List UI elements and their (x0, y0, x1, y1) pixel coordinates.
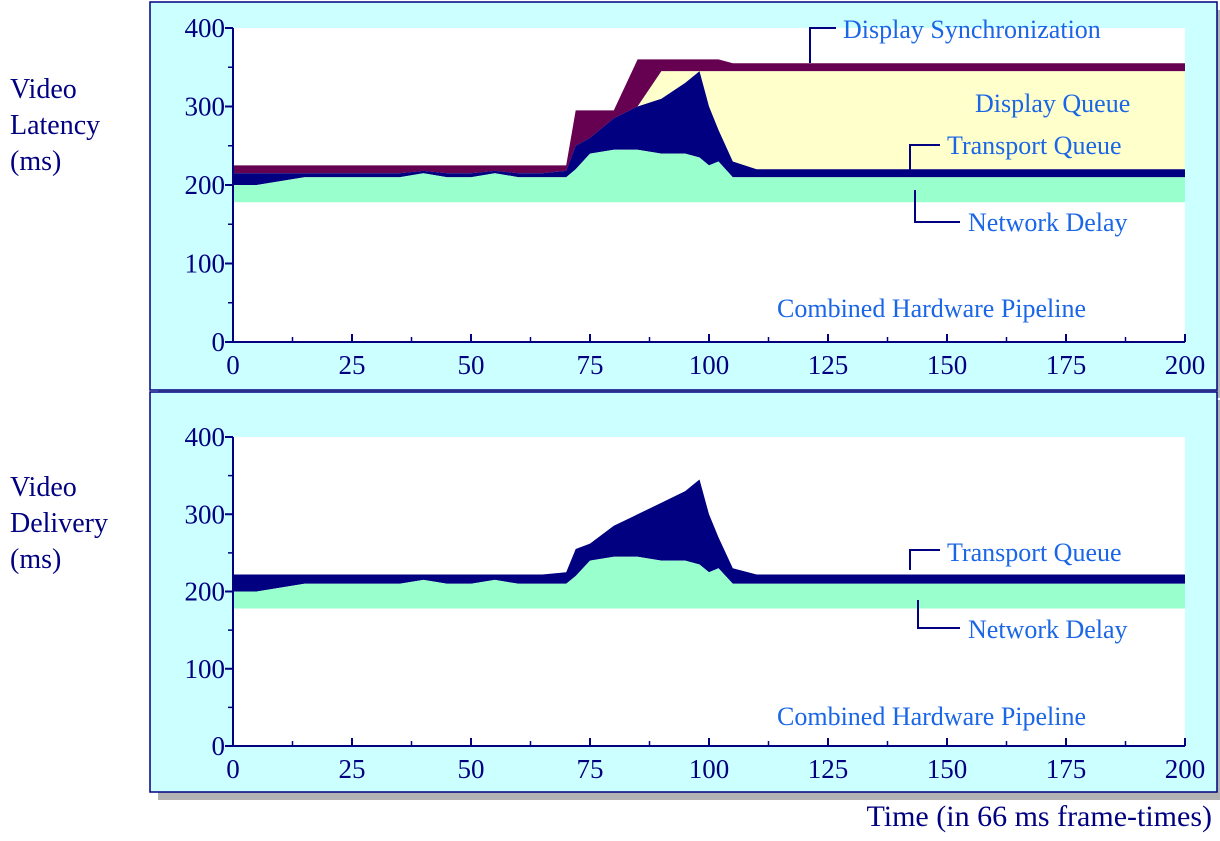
x-axis-caption: Time (in 66 ms frame-times) (866, 800, 1212, 833)
chart2-y-tick-label: 200 (185, 577, 226, 607)
chart1-annotation-combined-hardware-pipeline: Combined Hardware Pipeline (777, 294, 1086, 323)
chart2-x-tick-label: 175 (1046, 754, 1087, 784)
chart2-ylabel-line: Delivery (10, 508, 108, 539)
chart1-ylabel-line: Latency (10, 110, 101, 141)
chart1-ylabel: Video Latency (ms) (10, 72, 100, 180)
chart2-x-tick-label: 0 (226, 754, 240, 784)
chart1-y-tick-label: 100 (185, 249, 226, 279)
chart2-annotation-network-delay: Network Delay (968, 615, 1128, 644)
chart1-x-tick-label: 0 (226, 350, 240, 380)
chart2-x-tick-label: 125 (808, 754, 849, 784)
chart2-x-tick-label: 25 (339, 754, 366, 784)
chart2-y-tick-label: 100 (185, 654, 226, 684)
chart1-x-tick-label: 75 (577, 350, 604, 380)
chart1-y-tick-label: 300 (185, 92, 226, 122)
chart2-annotation-combined-hardware-pipeline: Combined Hardware Pipeline (777, 702, 1086, 731)
chart1-annotation-transport-queue: Transport Queue (947, 131, 1122, 160)
chart1-x-tick-label: 50 (458, 350, 485, 380)
chart2-y-tick-label: 300 (185, 499, 226, 529)
chart1-y-tick-label: 0 (212, 327, 226, 357)
chart2-x-tick-label: 100 (689, 754, 730, 784)
chart2-ylabel-line: Video (10, 472, 77, 503)
chart1-network-delay-area (233, 149, 1185, 203)
chart2-x-tick-label: 150 (927, 754, 968, 784)
chart2-y-tick-label: 0 (212, 731, 226, 761)
chart1-ylabel-line: Video (10, 74, 77, 105)
chart2-network-delay-area (233, 556, 1185, 609)
chart2-annotation-leader (909, 549, 940, 570)
chart1-annotation-leader (914, 190, 960, 223)
chart1-x-tick-label: 175 (1046, 350, 1087, 380)
chart1-annotation-display-synchronization: Display Synchronization (843, 15, 1101, 44)
chart1-annotation-display-queue: Display Queue (975, 89, 1130, 118)
chart1-annotation-leader (909, 144, 940, 170)
chart2-annotation-transport-queue: Transport Queue (947, 538, 1122, 567)
chart1-x-tick-label: 25 (339, 350, 366, 380)
chart2-x-tick-label: 75 (577, 754, 604, 784)
chart2-x-tick-label: 50 (458, 754, 485, 784)
chart1-ylabel-line: (ms) (10, 146, 62, 177)
chart1-display-synchronization-area (233, 59, 1185, 174)
chart2-annotation-leader (917, 600, 960, 629)
chart1-y-tick-label: 200 (185, 170, 226, 200)
chart2-ylabel-line: (ms) (10, 544, 62, 575)
chart2-transport-queue-area (233, 479, 1185, 592)
chart1-x-tick-label: 125 (808, 350, 849, 380)
chart1-x-tick-label: 150 (927, 350, 968, 380)
chart1-annotation-leader (809, 27, 836, 63)
chart1-y-tick-label: 400 (185, 13, 226, 43)
chart1-annotation-network-delay: Network Delay (968, 208, 1128, 237)
chart2-ylabel: Video Delivery (ms) (10, 470, 108, 578)
chart1-transport-queue-area (233, 71, 1185, 185)
chart1-display-queue-area (233, 71, 1185, 174)
chart2-x-tick-label: 200 (1165, 754, 1206, 784)
chart2-y-tick-label: 400 (185, 422, 226, 452)
chart1-x-tick-label: 200 (1165, 350, 1206, 380)
chart1-x-tick-label: 100 (689, 350, 730, 380)
